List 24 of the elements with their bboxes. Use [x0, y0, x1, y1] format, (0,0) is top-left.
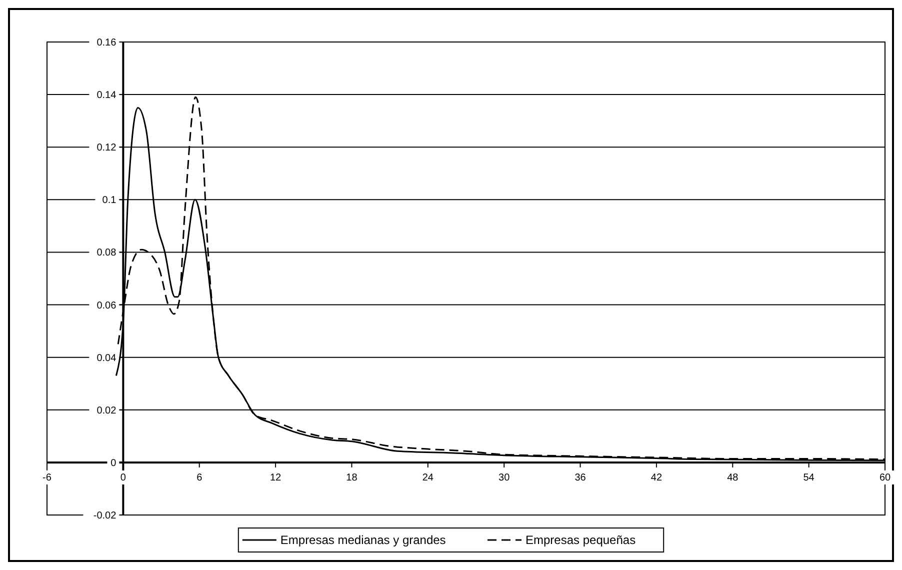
- y-tick-label: -0.02: [93, 510, 117, 522]
- y-tick-label: 0.1: [102, 195, 117, 206]
- y-tick-label: 0.16: [96, 38, 117, 48]
- x-tick-label: 48: [727, 472, 739, 484]
- legend-label: Empresas medianas y grandes: [280, 533, 446, 547]
- x-tick-label: 24: [422, 472, 434, 484]
- x-tick-label: 60: [879, 472, 891, 484]
- x-tick-label: 54: [803, 472, 815, 484]
- x-tick-label: 36: [574, 472, 586, 484]
- x-tick-label: 6: [196, 472, 203, 484]
- x-tick-label: 18: [346, 472, 358, 484]
- x-tick-label: 0: [120, 472, 126, 484]
- y-tick-label: 0.12: [96, 142, 117, 154]
- x-tick-label: -6: [42, 472, 52, 484]
- y-tick-label: 0.14: [96, 90, 117, 102]
- y-tick-label: 0.06: [96, 300, 117, 312]
- y-tick-label: 0: [110, 458, 117, 469]
- x-tick-label: 42: [650, 472, 662, 484]
- y-tick-label: 0.02: [96, 405, 117, 416]
- x-tick-label: 12: [270, 472, 282, 484]
- y-tick-label: 0.04: [96, 352, 117, 364]
- legend-label: Empresas pequeñas: [526, 533, 636, 547]
- y-tick-label: 0.08: [96, 248, 117, 259]
- x-tick-label: 30: [498, 472, 510, 484]
